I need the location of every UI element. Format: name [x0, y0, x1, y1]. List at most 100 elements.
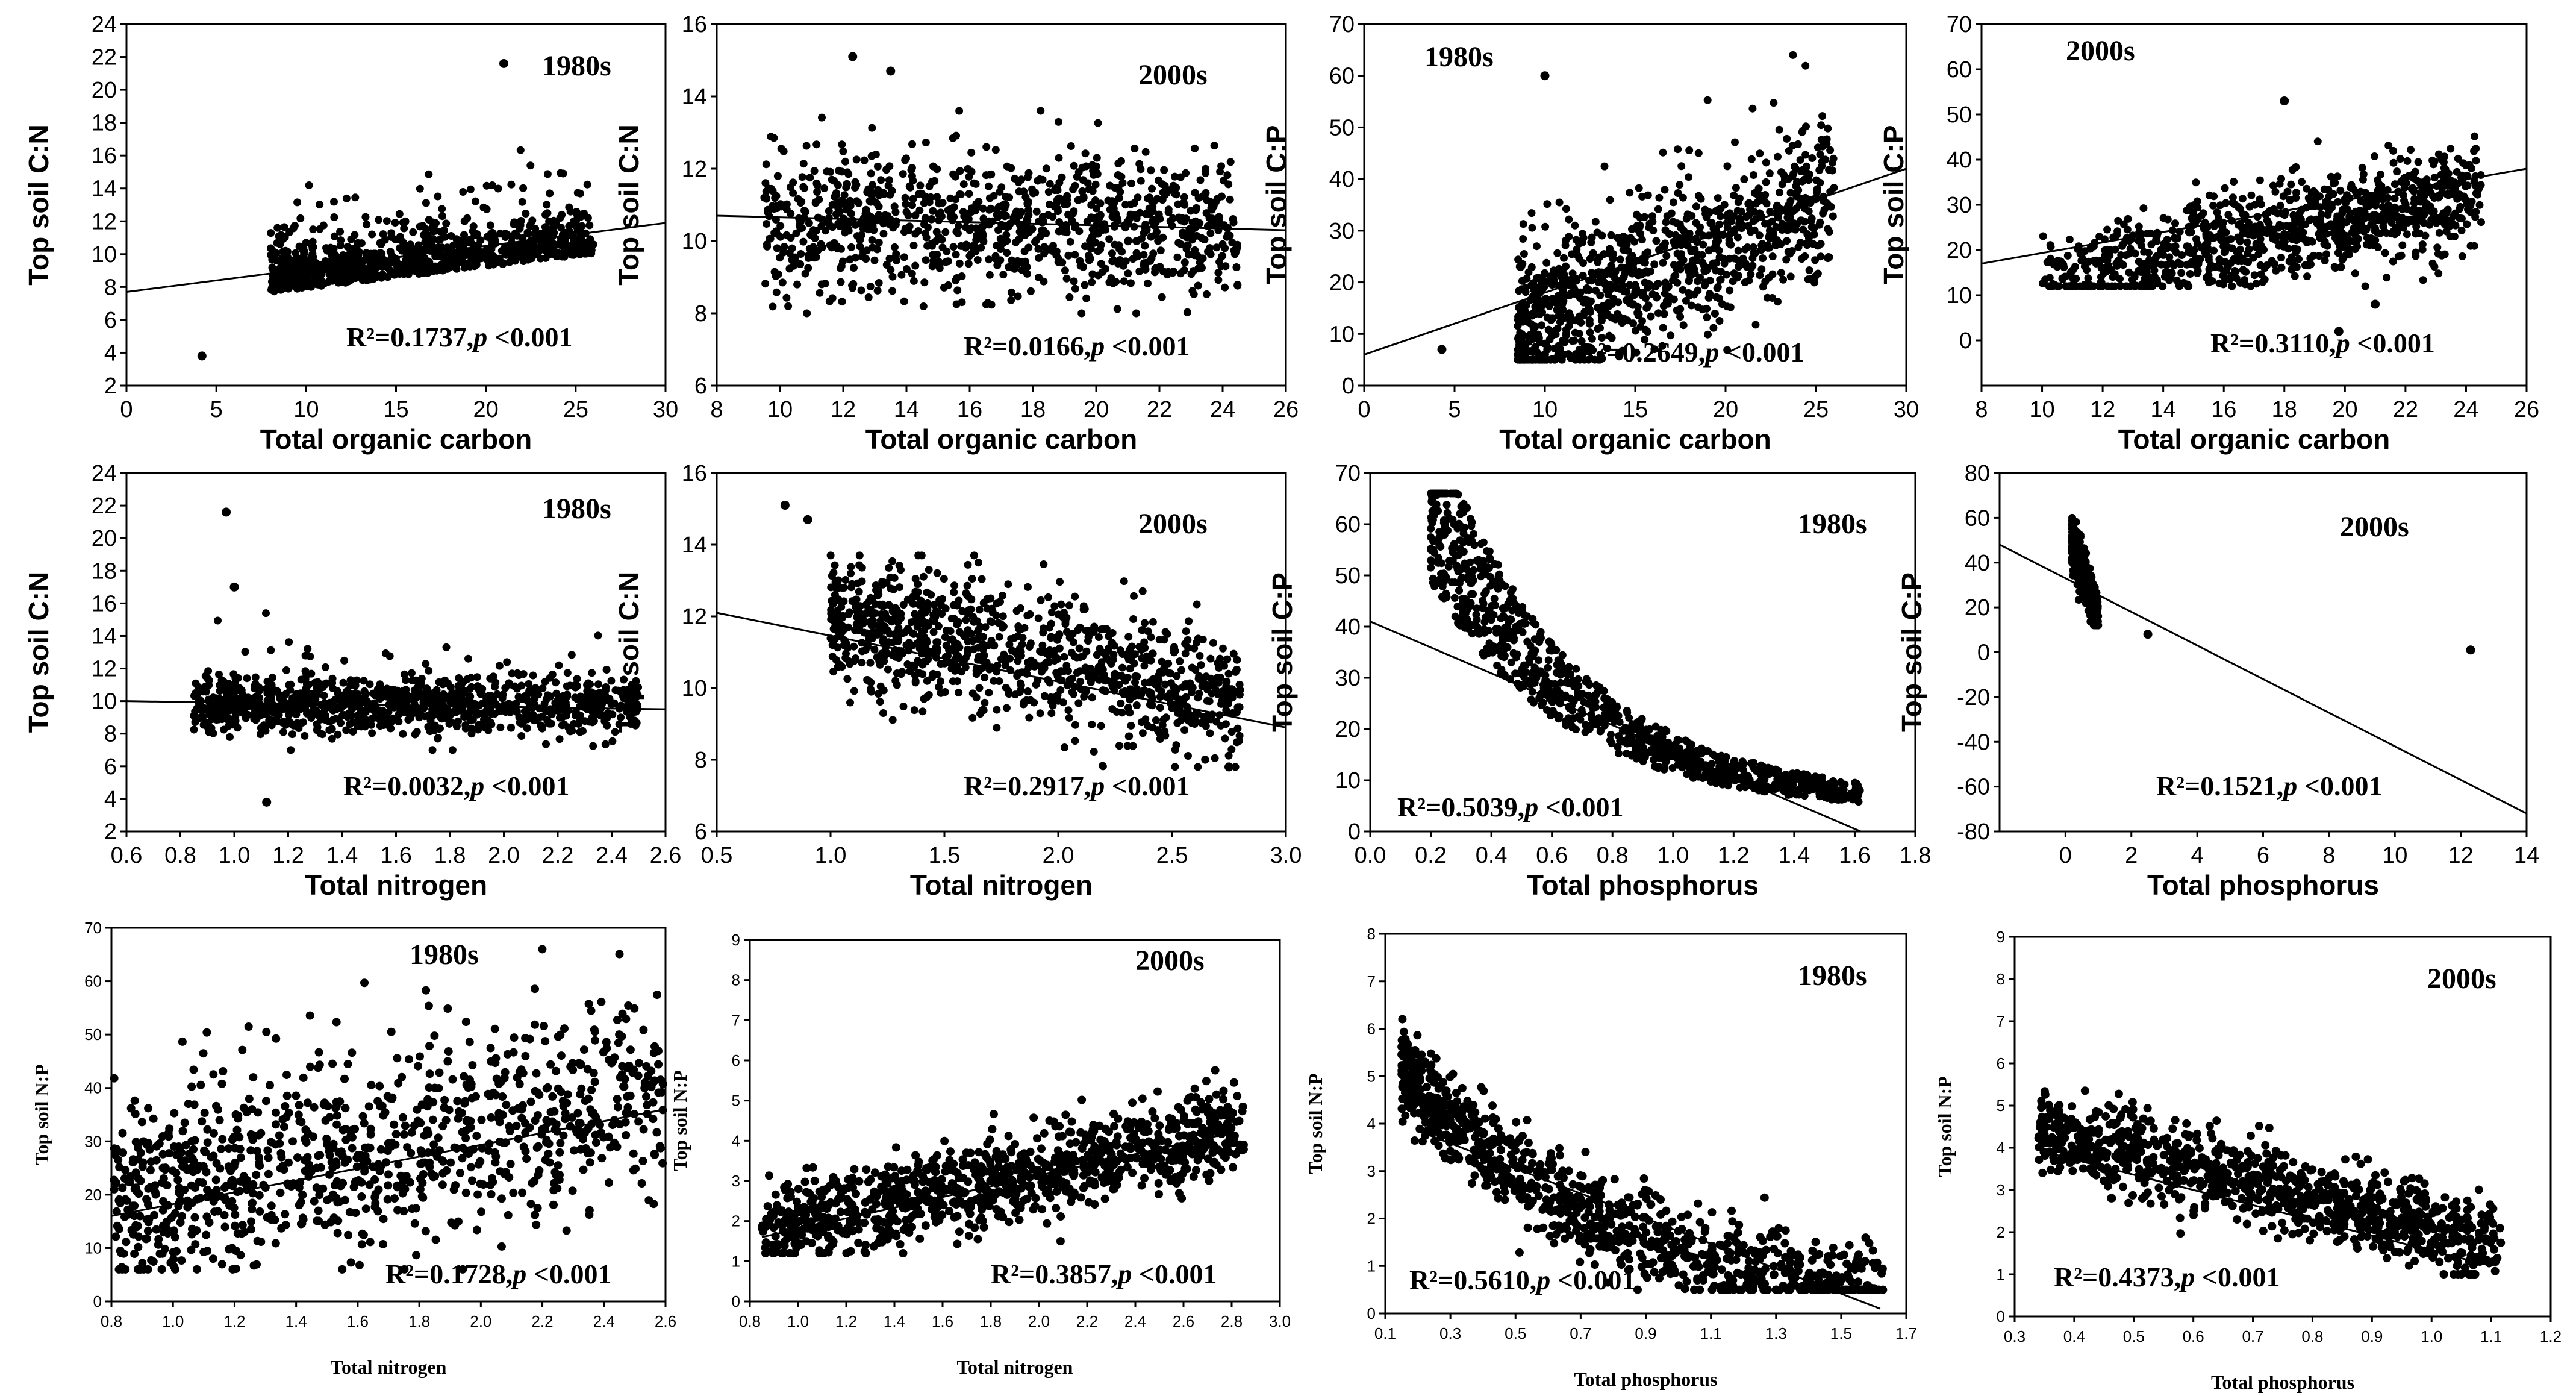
data-point [768, 202, 776, 210]
data-point [857, 286, 865, 295]
data-point [1750, 171, 1757, 179]
data-point [2359, 170, 2368, 178]
data-point [557, 169, 564, 177]
data-point [411, 267, 420, 275]
data-point [441, 233, 449, 241]
data-point [2396, 155, 2404, 163]
data-point [569, 251, 578, 259]
data-point [864, 293, 873, 301]
data-point [575, 240, 584, 249]
data-point [2440, 152, 2449, 161]
data-point [2232, 248, 2241, 256]
data-point [268, 263, 276, 272]
data-point [1670, 261, 1678, 269]
data-point [903, 265, 911, 273]
data-point [1042, 164, 1050, 173]
data-point [1726, 286, 1734, 295]
data-point [2428, 259, 2437, 268]
data-point [875, 239, 883, 246]
data-point [1783, 134, 1791, 143]
data-point [290, 272, 299, 280]
data-point [1691, 245, 1699, 254]
data-point [576, 251, 584, 258]
data-point [832, 191, 840, 199]
data-point [964, 164, 972, 173]
data-point [1654, 309, 1662, 318]
data-point [273, 239, 281, 247]
data-point [815, 195, 823, 204]
data-point [908, 201, 916, 210]
data-point [2061, 272, 2069, 281]
data-point [2228, 282, 2236, 290]
data-point [1631, 281, 1639, 289]
data-point [547, 719, 555, 728]
data-point [1823, 199, 1832, 208]
data-point [1732, 184, 1740, 192]
data-point [937, 212, 946, 221]
y-tick-label: 24 [92, 12, 117, 37]
scatter-points [2039, 96, 2485, 336]
y-tick-label: 20 [92, 78, 117, 103]
data-point [2477, 218, 2485, 227]
data-point [1168, 214, 1177, 222]
data-point [351, 231, 359, 239]
data-point [2316, 220, 2324, 228]
data-point [1571, 221, 1579, 230]
y-tick-label: 10 [682, 229, 707, 254]
data-point [469, 222, 478, 231]
data-point [2362, 225, 2371, 234]
data-point [321, 663, 329, 671]
data-point [2407, 146, 2415, 154]
data-point [1586, 328, 1594, 337]
data-point [952, 251, 960, 259]
data-point [483, 233, 491, 241]
data-point [565, 203, 573, 211]
data-point [1696, 223, 1704, 231]
y-tick-label: 10 [1947, 283, 1972, 308]
data-point [1146, 193, 1153, 202]
data-point [1792, 182, 1800, 190]
x-tick-label: 5 [210, 397, 223, 422]
data-point [1203, 196, 1211, 204]
data-point [779, 147, 788, 155]
data-point [1649, 226, 1658, 234]
data-point [1829, 212, 1837, 221]
y-tick-label: 70 [1329, 12, 1355, 37]
data-point [1816, 218, 1824, 227]
data-point [2307, 215, 2315, 224]
data-point [1144, 279, 1152, 287]
data-point [407, 669, 416, 677]
data-point [326, 266, 334, 275]
data-point [822, 227, 830, 235]
data-point [1544, 325, 1553, 334]
data-point [1746, 205, 1754, 214]
outlier-point [848, 52, 858, 61]
data-point [1558, 355, 1566, 364]
data-point [389, 258, 398, 267]
data-point [1527, 281, 1535, 289]
x-tick-label: 15 [383, 397, 408, 422]
outlier-point [2280, 96, 2289, 105]
data-point [774, 270, 782, 278]
data-point [2259, 278, 2267, 286]
data-point [1730, 191, 1738, 199]
data-point [2338, 255, 2347, 264]
data-point [1061, 266, 1069, 275]
y-tick-label: 8 [104, 275, 117, 300]
data-point [284, 255, 293, 263]
data-point [979, 237, 988, 246]
data-point [2351, 269, 2359, 278]
data-point [860, 156, 869, 164]
data-point [1810, 278, 1818, 287]
data-point [2336, 186, 2345, 195]
data-point [395, 210, 404, 218]
data-point [1816, 150, 1824, 158]
data-point [428, 746, 437, 754]
data-point [902, 208, 911, 216]
data-point [887, 266, 895, 274]
data-point [383, 721, 391, 729]
data-point [1134, 193, 1142, 202]
data-point [1703, 266, 1711, 274]
data-point [1786, 272, 1795, 281]
data-point [1818, 162, 1826, 171]
